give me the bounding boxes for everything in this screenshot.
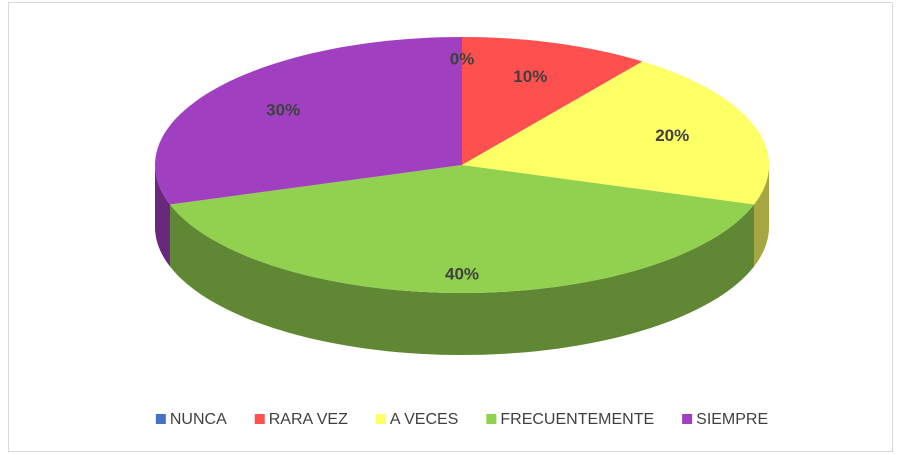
data-label: 30% [266,100,300,119]
slice [462,61,769,205]
legend-label: NUNCA [170,411,227,428]
slice-side [170,204,754,355]
data-label: 0% [450,50,475,69]
legend-swatch [486,414,497,424]
legend-label: RARA VEZ [269,411,348,428]
data-label: 20% [655,126,689,145]
legend-swatch [375,414,386,424]
legend-label: FRECUENTEMENTE [500,411,654,428]
legend-label: A VECES [390,411,458,428]
legend-swatch [155,414,166,424]
slice-side-shade [753,165,769,267]
legend-swatch [682,414,693,424]
slice-side [753,165,769,267]
slice-side-shade [170,204,754,355]
data-label: 40% [445,265,479,284]
slice-side-shade [155,165,171,267]
legend-swatch [254,414,265,424]
data-label: 10% [513,67,547,86]
slice [462,37,643,165]
slice [155,37,462,205]
slice-side [155,165,171,267]
slice [170,165,754,293]
legend-label: SIEMPRE [696,411,768,428]
